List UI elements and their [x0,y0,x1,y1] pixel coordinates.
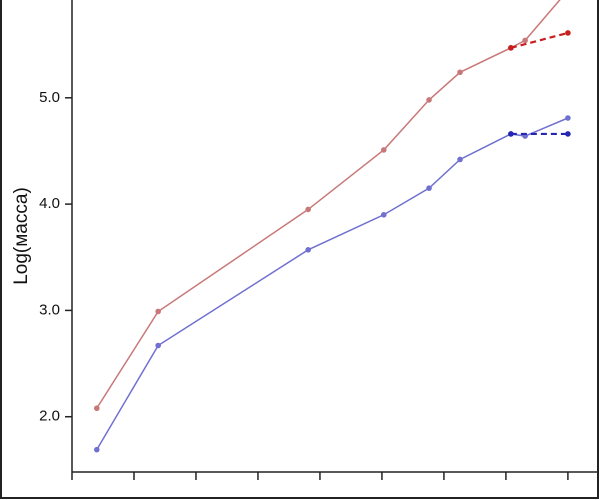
point [155,308,161,315]
y-tick-label: 2.0 [39,408,60,425]
point [508,45,514,51]
point [522,37,528,44]
point [565,115,571,121]
point [93,405,100,412]
series-line [96,0,561,409]
point [457,156,463,163]
point [565,131,571,137]
series-line [96,117,569,451]
series-line [510,31,569,49]
point [305,206,311,213]
point [426,97,432,103]
point [381,211,387,218]
point [426,185,432,191]
point [565,30,571,36]
y-tick-label: 5.0 [39,89,60,106]
y-tick-label: 4.0 [39,195,60,212]
y-tick-label: 3.0 [39,301,60,318]
y-axis-label: Log(масса) [11,187,32,285]
plot-area [93,0,571,453]
point [381,147,387,153]
point [508,131,514,137]
point [93,446,100,453]
point [457,69,463,76]
point [155,342,161,349]
point [305,247,311,253]
